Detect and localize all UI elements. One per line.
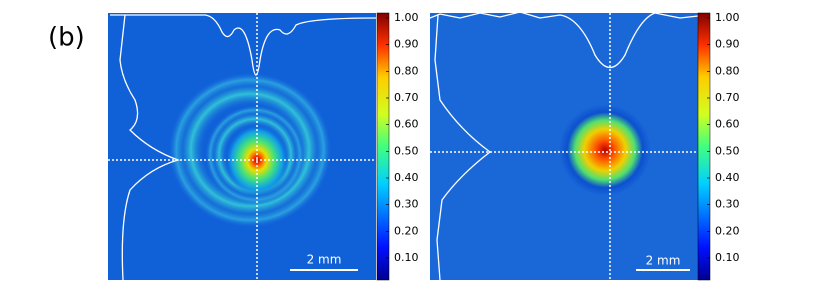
beam-image: 2 mm bbox=[108, 13, 377, 281]
colorbar-tick-label: 0.40 bbox=[394, 171, 419, 184]
colorbar-tick-label: 0.60 bbox=[715, 118, 740, 131]
colorbar-tick-label: 0.80 bbox=[394, 64, 419, 77]
colorbar bbox=[376, 12, 390, 281]
colorbar-tick-label: 1.00 bbox=[394, 11, 419, 24]
colorbar-tick-label: 0.60 bbox=[394, 118, 419, 131]
colorbar-tick-label: 0.20 bbox=[715, 224, 740, 237]
colorbar-tick-label: 0.70 bbox=[394, 91, 419, 104]
colorbar-tick-label: 0.50 bbox=[715, 144, 740, 157]
colorbar-tick-label: 0.90 bbox=[715, 38, 740, 51]
colorbar-tick-label: 0.10 bbox=[394, 251, 419, 264]
colorbar-tick-label: 0.50 bbox=[394, 144, 419, 157]
colorbar-tick-label: 0.70 bbox=[715, 91, 740, 104]
colorbar-tick-label: 0.30 bbox=[715, 198, 740, 211]
colorbar-tick-label: 0.10 bbox=[715, 251, 740, 264]
scale-bar-label: 2 mm bbox=[646, 254, 681, 268]
scale-bar-label: 2 mm bbox=[307, 253, 342, 267]
panel-label: (b) bbox=[48, 23, 85, 53]
colorbar-tick-label: 0.90 bbox=[394, 38, 419, 51]
colorbar-tick-label: 0.80 bbox=[715, 64, 740, 77]
colorbar-tick-label: 1.00 bbox=[715, 11, 740, 24]
colorbar-tick-label: 0.20 bbox=[394, 224, 419, 237]
colorbar-tick-label: 0.30 bbox=[394, 198, 419, 211]
beam-image: 2 mm bbox=[429, 11, 699, 281]
colorbar-tick-label: 0.40 bbox=[715, 171, 740, 184]
colorbar bbox=[697, 12, 711, 281]
